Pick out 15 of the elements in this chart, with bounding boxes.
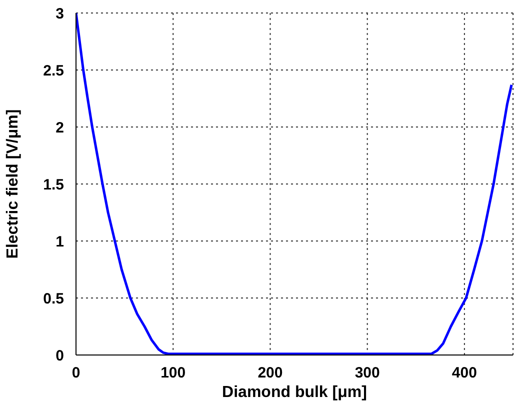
y-tick-label: 2.5 <box>43 62 64 80</box>
y-tick-label: 0.5 <box>43 290 64 308</box>
y-tick-label: 2 <box>56 119 64 136</box>
y-axis-title: Electric field [V/μm] <box>4 109 22 259</box>
x-axis-title: Diamond bulk [μm] <box>222 384 367 401</box>
y-tick-label: 1.5 <box>43 176 64 194</box>
x-tick-label: 300 <box>354 364 380 382</box>
y-tick-label: 3 <box>56 5 64 22</box>
x-tick-label: 400 <box>452 364 477 382</box>
x-tick-label: 100 <box>160 364 186 382</box>
line-series <box>76 13 513 355</box>
x-tick-label: 200 <box>258 364 283 382</box>
y-tick-label: 0 <box>56 347 64 364</box>
y-tick-label: 1 <box>56 233 64 250</box>
x-tick-label: 0 <box>72 364 80 382</box>
